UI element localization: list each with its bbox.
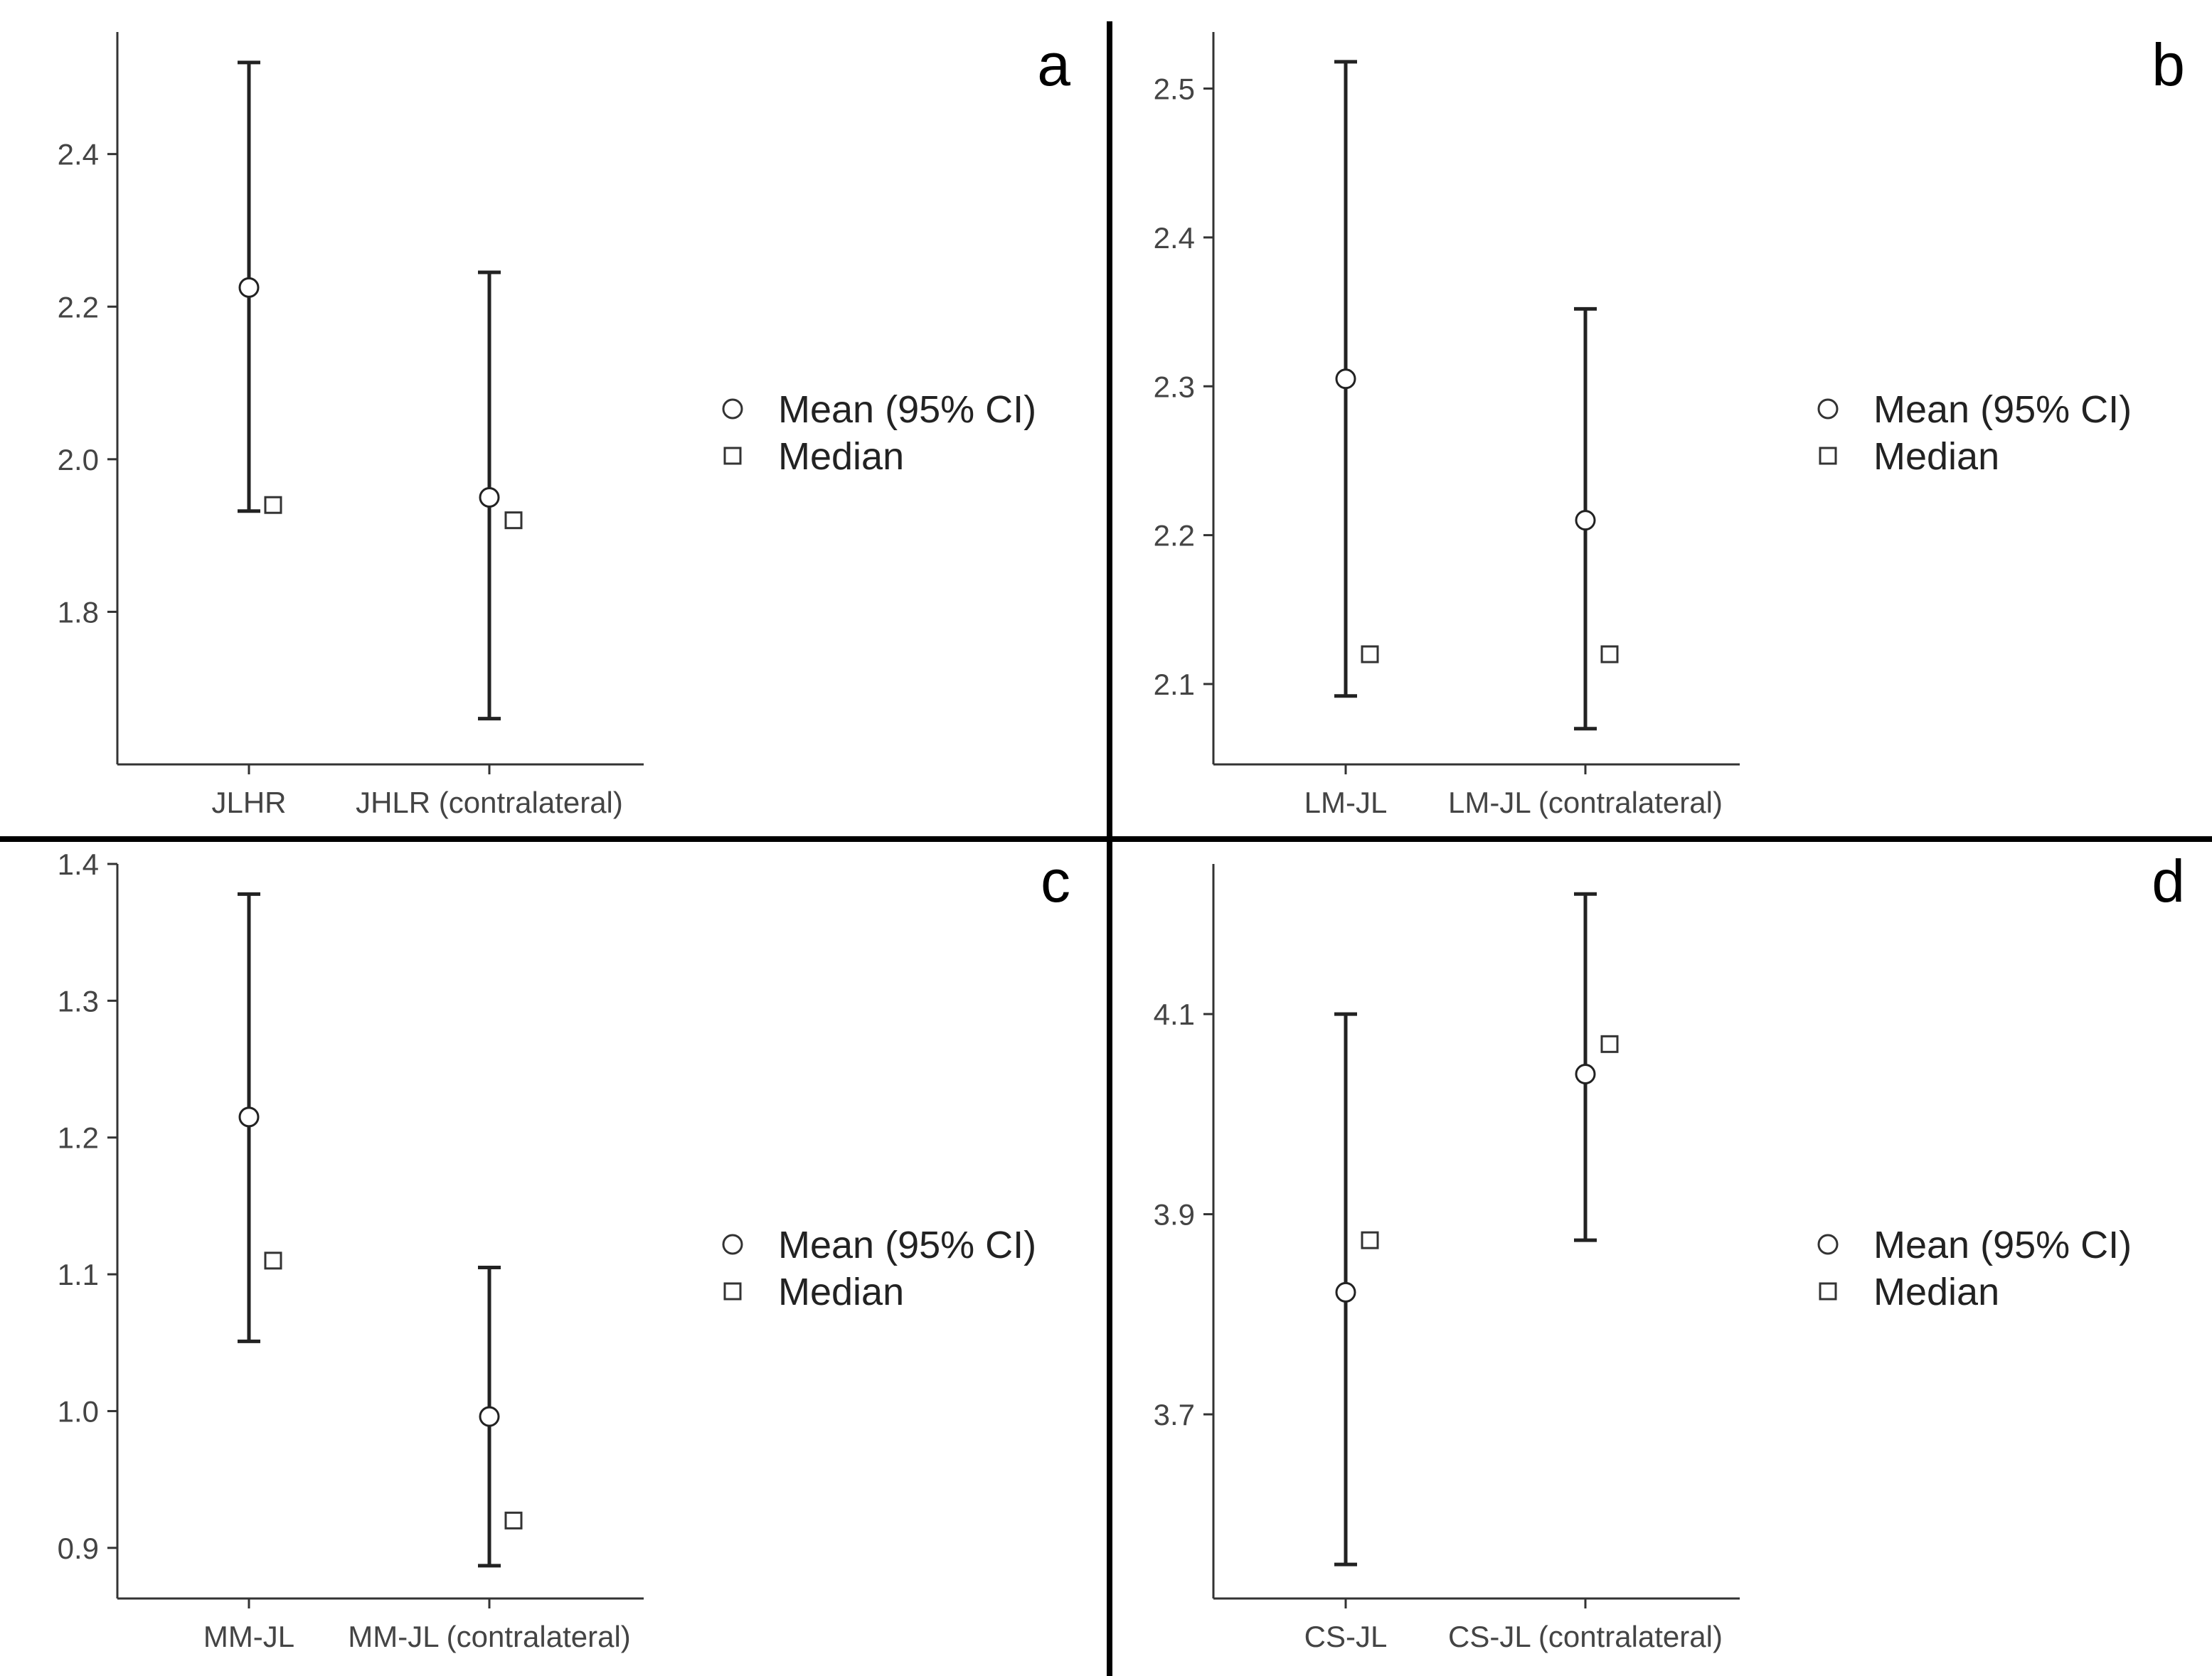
legend: Mean (95% CI)Median [1817,388,2132,478]
panel-label: d [2152,848,2185,914]
legend-mean-label: Mean (95% CI) [1873,1224,2132,1266]
x-tick-label: CS-JL (contralateral) [1448,1620,1723,1653]
y-tick-label: 1.8 [58,595,99,629]
y-tick-label: 2.2 [58,290,99,324]
legend-mean-label: Mean (95% CI) [1873,388,2132,431]
legend-mean-marker [722,398,743,420]
y-tick-label: 4.1 [1154,998,1195,1031]
median-point [1600,645,1619,663]
legend-mean-marker [722,1234,743,1255]
legend-median-label: Median [1873,1271,1999,1313]
legend-median-marker [723,1282,742,1301]
mean-point [479,1406,500,1427]
mean-point [238,1106,260,1128]
panel-d: 3.7 3.9 4.1 CS-JL CS-JL (contralateral) d Mean… [1154,848,2185,1653]
y-tick-label: 2.2 [1154,519,1195,553]
legend-median-label: Median [778,435,904,478]
legend-mean-label: Mean (95% CI) [778,1224,1036,1266]
legend-median-label: Median [1873,435,1999,478]
median-point [1361,645,1379,663]
panel-label: a [1037,31,1070,98]
y-tick-label: 2.4 [58,138,99,171]
median-point [1361,1231,1379,1249]
y-tick-label: 1.1 [58,1258,99,1291]
legend-mean-marker [1817,398,1839,420]
x-tick-label: JHLR (contralateral) [356,786,623,819]
mean-point [1335,368,1356,390]
x-tick-label: JLHR [211,786,286,819]
y-tick-label: 2.3 [1154,370,1195,403]
x-tick-label: LM-JL [1304,786,1388,819]
mean-point [238,277,260,298]
median-point [1600,1035,1619,1053]
x-tick-label: MM-JL [203,1620,294,1653]
panel-b: 2.1 2.2 2.3 2.4 2.5 LM-JL LM-JL (contralateral… [1154,31,2185,819]
y-tick-label: 3.9 [1154,1198,1195,1232]
mean-point [479,486,500,508]
y-tick-label: 3.7 [1154,1398,1195,1431]
legend-mean-marker [1817,1234,1839,1255]
legend-median-label: Median [778,1271,904,1313]
legend: Mean (95% CI)Median [722,388,1036,478]
y-tick-label: 1.3 [58,984,99,1018]
mean-point [1335,1281,1356,1303]
legend-median-marker [723,447,742,465]
panel-label: b [2152,31,2185,98]
y-tick-label: 2.5 [1154,73,1195,106]
y-tick-label: 1.4 [58,848,99,881]
y-tick-label: 2.1 [1154,668,1195,701]
y-tick-label: 2.4 [1154,221,1195,255]
y-tick-label: 0.9 [58,1532,99,1565]
panel-c: 0.9 1.0 1.1 1.2 1.3 1.4 MM-JL MM-JL (contralate… [58,848,1070,1653]
mean-point [1575,1064,1596,1085]
x-tick-label: CS-JL [1304,1620,1388,1653]
legend-median-marker [1819,447,1837,465]
legend: Mean (95% CI) Median [1817,1224,2132,1313]
legend-median-marker [1819,1282,1837,1301]
median-point [504,1511,523,1530]
y-tick-label: 2.0 [58,443,99,476]
panel-label: c [1041,848,1070,914]
panel-a: 1.8 2.0 2.2 2.4 JLHR JHLR (contralateral) a Mea… [58,31,1071,819]
y-tick-label: 1.2 [58,1121,99,1155]
median-point [264,496,282,514]
x-tick-label: MM-JL (contralateral) [348,1620,631,1653]
mean-point [1575,510,1596,531]
y-tick-label: 1.0 [58,1394,99,1428]
legend-mean-label: Mean (95% CI) [778,388,1036,431]
x-tick-label: LM-JL (contralateral) [1448,786,1723,819]
median-point [264,1251,282,1270]
median-point [504,511,523,530]
legend: Mean (95% CI) Median [722,1224,1036,1313]
